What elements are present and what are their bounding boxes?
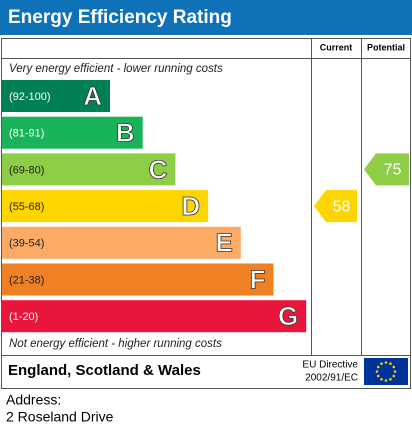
star [392,374,396,378]
potential-header: Potential [367,42,405,52]
title-bar [0,0,412,35]
star [389,377,392,381]
star [392,365,396,369]
band-range: (55-68) [9,201,44,213]
band-range: (1-20) [9,311,38,323]
rating-arrow [364,153,409,186]
rating-arrow [314,190,357,223]
band-range: (21-38) [9,274,44,286]
band [2,226,241,259]
band-range: (81-91) [9,128,44,140]
band-range: (92-100) [9,91,51,103]
band-letter: A [83,81,102,111]
band-letter: E [215,228,232,258]
band [2,300,307,333]
address-line: 2 Roseland Drive [6,409,114,425]
star [393,370,397,373]
band [2,263,274,296]
band [2,80,110,112]
star [389,362,392,366]
band-range: (39-54) [9,238,44,250]
star [384,361,388,364]
star [380,377,383,381]
frame [1,38,411,389]
bottom-note: Not energy efficient - higher running co… [9,338,222,350]
band-letter: F [250,264,266,294]
directive: 2002/91/EC [305,373,358,384]
top-note: Very energy efficient - lower running co… [9,63,223,75]
star [376,365,380,369]
star [376,374,380,378]
band [2,153,176,186]
band-letter: G [278,301,298,331]
band [2,116,143,149]
band-letter: C [149,154,168,184]
band-letter: B [116,118,135,148]
title: Energy Efficiency Rating [8,7,232,28]
rating-value: 75 [384,162,402,179]
eu-stars [375,361,397,382]
band-letter: D [181,191,200,221]
region: England, Scotland & Wales [8,362,201,379]
star [375,370,379,373]
current-header: Current [320,42,353,52]
directive: EU Directive [302,360,358,371]
address-label: Address: [6,392,61,408]
band-range: (69-80) [9,164,44,176]
band [2,190,209,223]
rating-value: 58 [333,198,351,215]
star [384,379,388,382]
star [380,362,383,366]
